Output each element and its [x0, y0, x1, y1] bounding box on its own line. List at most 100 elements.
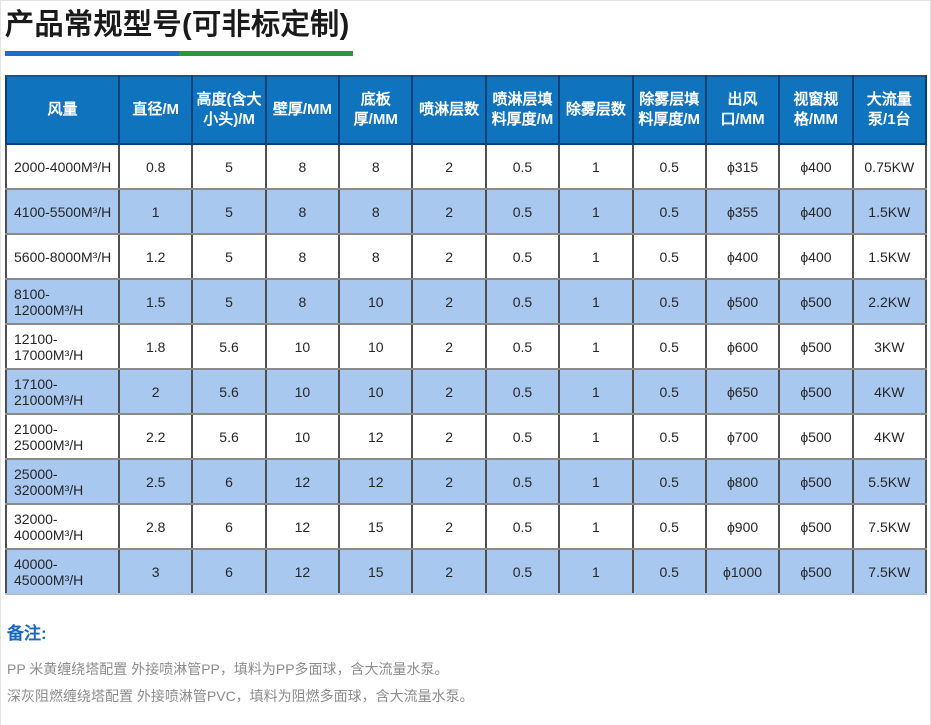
table-cell: 8	[264, 278, 341, 326]
table-cell: 12	[264, 503, 341, 551]
table-cell: ϕ315	[704, 143, 781, 191]
table-cell: 6	[191, 548, 267, 596]
table-cell: 0.5	[484, 188, 561, 236]
table-row: 5600-8000M³/H 1.2 5 8 8 2 0.5 1 0.5 ϕ400 ϕ400 1.5KW	[5, 233, 928, 281]
table-row: 12100-17000M³/H 1.8 5.6 10 10 2 0.5 1 0.5 ϕ600 ϕ50…	[5, 323, 928, 371]
table-cell: 0.5	[484, 413, 561, 461]
table-cell: 3KW	[851, 323, 928, 371]
table-row: 32000-40000M³/H 2.8 6 12 15 2 0.5 1 0.5 ϕ900 ϕ500 7…	[5, 503, 928, 551]
table-cell: 10	[338, 368, 414, 416]
row-header-cell: 4100-5500M³/H	[5, 188, 120, 236]
table-cell: 2.2KW	[851, 278, 928, 326]
column-header: 大流量泵/1台	[851, 75, 928, 146]
table-cell: 2	[117, 368, 194, 416]
table-cell: 15	[338, 503, 414, 551]
table-cell: 2.2	[117, 413, 194, 461]
title-underline	[5, 51, 353, 57]
table-cell: 2	[411, 278, 487, 326]
table-cell: 0.8	[117, 143, 194, 191]
table-cell: 0.5	[631, 413, 707, 461]
table-cell: 8	[264, 188, 341, 236]
table-cell: 4KW	[851, 368, 928, 416]
table-cell: 1.2	[117, 233, 194, 281]
table-row: 8100-12000M³/H 1.5 5 8 10 2 0.5 1 0.5 ϕ500 ϕ500 2.2…	[5, 278, 928, 326]
table-cell: 5	[191, 278, 267, 326]
row-header-cell: 2000-4000M³/H	[5, 143, 120, 191]
table-cell: 3	[117, 548, 194, 596]
table-cell: ϕ800	[704, 458, 781, 506]
column-header: 风量	[5, 75, 120, 146]
table-cell: 1.5	[117, 278, 194, 326]
table-cell: 0.5	[631, 503, 707, 551]
table-cell: 1	[558, 278, 634, 326]
header-row: 风量 直径/M 高度(含大小头)/M 壁厚/MM 底板厚/MM 喷淋层数 喷淋层填料厚度/M…	[5, 75, 928, 146]
table-cell: ϕ1000	[704, 548, 781, 596]
table-cell: 10	[264, 323, 341, 371]
row-header-cell: 25000-32000M³/H	[5, 458, 120, 506]
table-cell: 0.5	[484, 503, 561, 551]
table-cell: 10	[338, 278, 414, 326]
column-header: 底板厚/MM	[338, 75, 414, 146]
table-cell: 1	[558, 458, 634, 506]
table-row: 4100-5500M³/H 1 5 8 8 2 0.5 1 0.5 ϕ355 ϕ400 1.5KW	[5, 188, 928, 236]
table-cell: ϕ355	[704, 188, 781, 236]
table-cell: 12	[338, 458, 414, 506]
table-cell: 2	[411, 188, 487, 236]
table-cell: 0.5	[484, 278, 561, 326]
table-cell: 10	[264, 368, 341, 416]
table-cell: 8	[338, 188, 414, 236]
table-cell: 1.8	[117, 323, 194, 371]
row-header-cell: 40000-45000M³/H	[5, 548, 120, 596]
table-header: 风量 直径/M 高度(含大小头)/M 壁厚/MM 底板厚/MM 喷淋层数 喷淋层填料厚度/M…	[5, 75, 928, 146]
table-cell: 5.5KW	[851, 458, 928, 506]
table-cell: 12	[264, 458, 341, 506]
column-header: 高度(含大小头)/M	[191, 75, 267, 146]
note-lines: PP 米黄缠绕塔配置 外接喷淋管PP，填料为PP多面球，含大流量水泵。 深灰阻燃缠…	[7, 656, 926, 709]
table-row: 40000-45000M³/H 3 6 12 15 2 0.5 1 0.5 ϕ1000 ϕ500 7.…	[5, 548, 928, 596]
row-header-cell: 32000-40000M³/H	[5, 503, 120, 551]
table-cell: 7.5KW	[851, 548, 928, 596]
column-header: 除雾层填料厚度/M	[631, 75, 707, 146]
table-cell: 2	[411, 548, 487, 596]
table-cell: 1.5KW	[851, 233, 928, 281]
table-cell: 0.5	[484, 548, 561, 596]
column-header: 壁厚/MM	[264, 75, 341, 146]
table-cell: ϕ600	[704, 323, 781, 371]
table-cell: 0.5	[631, 323, 707, 371]
table-cell: 2	[411, 503, 487, 551]
table-cell: 8	[264, 233, 341, 281]
table-cell: ϕ500	[778, 413, 854, 461]
table-cell: 2	[411, 458, 487, 506]
table-cell: 10	[338, 323, 414, 371]
table-cell: 15	[338, 548, 414, 596]
notes-label: 备注:	[7, 624, 47, 644]
table-cell: 0.5	[484, 323, 561, 371]
table-cell: 0.5	[631, 188, 707, 236]
table-cell: 8	[264, 143, 341, 191]
table-cell: 2.8	[117, 503, 194, 551]
table-cell: 2	[411, 368, 487, 416]
column-header: 除雾层数	[558, 75, 634, 146]
table-row: 17100-21000M³/H 2 5.6 10 10 2 0.5 1 0.5 ϕ650 ϕ500 4…	[5, 368, 928, 416]
table-cell: 5	[191, 233, 267, 281]
table-cell: ϕ400	[778, 233, 854, 281]
table-cell: 0.5	[484, 368, 561, 416]
table-cell: 8	[338, 233, 414, 281]
table-cell: ϕ700	[704, 413, 781, 461]
row-header-cell: 17100-21000M³/H	[5, 368, 120, 416]
table-cell: 2	[411, 323, 487, 371]
table-row: 2000-4000M³/H 0.8 5 8 8 2 0.5 1 0.5 ϕ315 ϕ400 0.75K…	[5, 143, 928, 191]
table-cell: 1	[558, 368, 634, 416]
table-cell: ϕ400	[778, 188, 854, 236]
table-cell: 2	[411, 233, 487, 281]
table-cell: 5	[191, 188, 267, 236]
page-title: 产品常规型号(可非标定制)	[5, 9, 350, 41]
table-cell: ϕ500	[778, 503, 854, 551]
table-cell: ϕ400	[704, 233, 781, 281]
table-cell: 0.5	[631, 143, 707, 191]
column-header: 喷淋层填料厚度/M	[484, 75, 561, 146]
column-header: 视窗规格/MM	[778, 75, 854, 146]
table-cell: 0.5	[484, 458, 561, 506]
table-cell: ϕ500	[778, 368, 854, 416]
